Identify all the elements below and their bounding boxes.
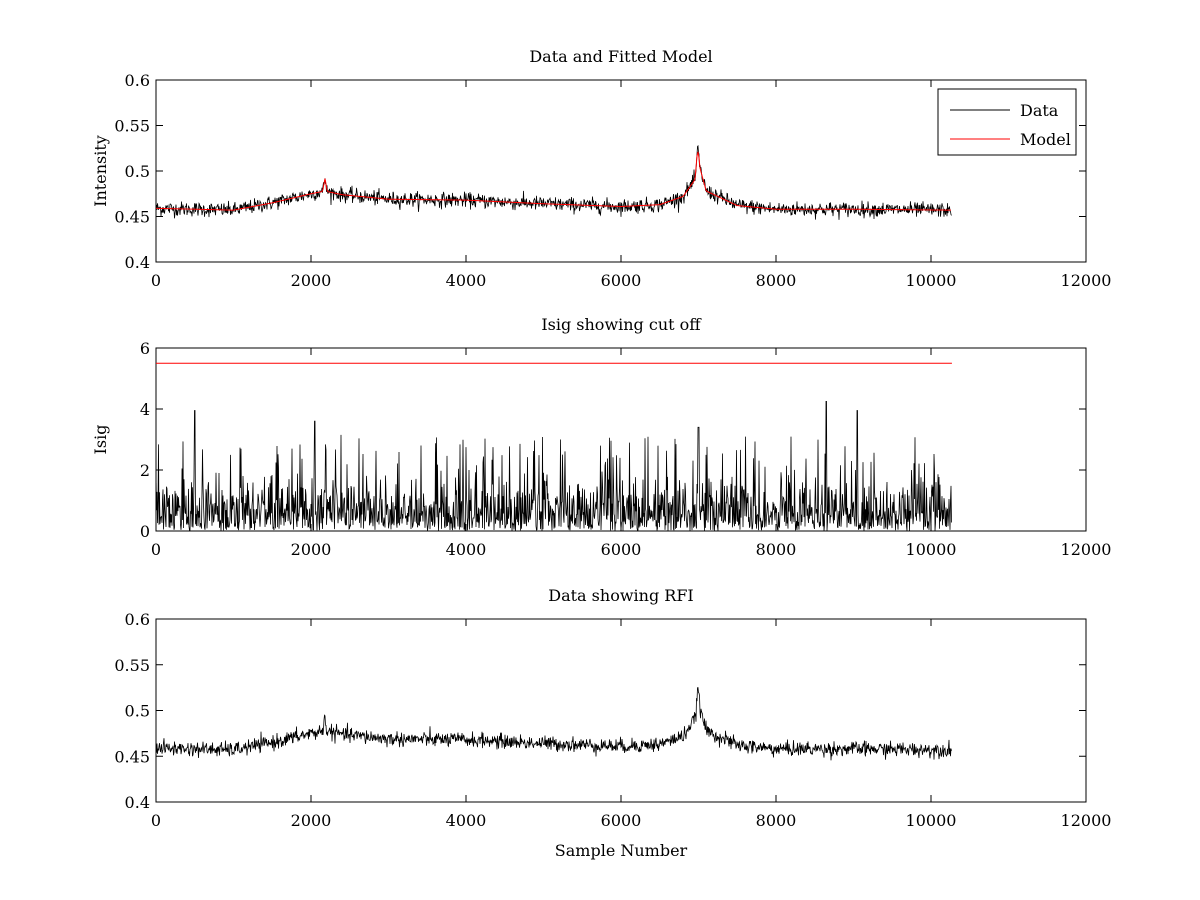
plot-area [155, 79, 1087, 263]
y-tick-label: 0.4 [125, 253, 150, 272]
x-tick-label: 4000 [446, 271, 487, 290]
x-tick-label: 2000 [291, 271, 332, 290]
y-tick-label: 0.45 [114, 208, 150, 227]
x-tick-label: 4000 [446, 811, 487, 830]
y-tick-label: 4 [140, 400, 150, 419]
y-tick-label: 0.6 [125, 610, 150, 629]
y-tick-label: 0.55 [114, 117, 150, 136]
x-tick-label: 6000 [601, 540, 642, 559]
plot-series-group [156, 362, 952, 531]
x-tick-label: 0 [151, 271, 161, 290]
y-axis-label: Isig [91, 425, 110, 455]
y-tick-label: 0 [140, 522, 150, 541]
x-tick-label: 2000 [291, 540, 332, 559]
x-tick-label: 6000 [601, 811, 642, 830]
y-tick-label: 0.5 [125, 702, 150, 721]
y-tick-label: 0.55 [114, 656, 150, 675]
y-tick-label: 6 [140, 339, 150, 358]
x-tick-label: 12000 [1061, 271, 1112, 290]
x-tick-label: 12000 [1061, 540, 1112, 559]
y-tick-label: 0.4 [125, 793, 150, 812]
x-tick-label: 8000 [756, 811, 797, 830]
y-tick-label: 2 [140, 461, 150, 480]
legend-label: Model [1020, 130, 1071, 149]
x-tick-label: 4000 [446, 540, 487, 559]
x-tick-label: 10000 [906, 811, 957, 830]
chart-panel-2: 0 2000 4000 6000 8000 10000 12000 0 2 4 6 Isig show… [91, 315, 1111, 559]
series-line-1 [156, 687, 952, 761]
x-tick-label: 8000 [756, 271, 797, 290]
x-tick-label: 8000 [756, 540, 797, 559]
legend-box [937, 88, 1077, 156]
series-line-1 [156, 144, 952, 220]
y-axis-label: Intensity [91, 135, 110, 207]
legend-label: Data [1020, 101, 1059, 120]
chart-panel-3: 0 2000 4000 6000 8000 10000 12000 0.4 0.45 0.5 0.5… [114, 586, 1111, 860]
y-tick-label: 0.45 [114, 747, 150, 766]
x-tick-label: 12000 [1061, 811, 1112, 830]
plot-series-group [156, 144, 952, 220]
y-tick-label: 0.6 [125, 71, 150, 90]
chart-title: Isig showing cut off [541, 315, 702, 334]
chart-panel-1: 0 2000 4000 6000 8000 10000 12000 0.4 0.45 0.5 0.5… [91, 47, 1111, 290]
legend: Data Model [937, 88, 1077, 156]
plot-area [155, 618, 1087, 803]
x-axis-label: Sample Number [555, 841, 688, 860]
series-line-2 [156, 151, 952, 211]
chart-title: Data and Fitted Model [529, 47, 712, 66]
x-tick-label: 6000 [601, 271, 642, 290]
x-tick-label: 0 [151, 811, 161, 830]
plot-series-group [156, 687, 952, 761]
x-tick-label: 0 [151, 540, 161, 559]
series-line-1 [156, 400, 952, 531]
y-tick-label: 0.5 [125, 162, 150, 181]
chart-title: Data showing RFI [548, 586, 693, 605]
x-tick-label: 10000 [906, 540, 957, 559]
x-tick-label: 2000 [291, 811, 332, 830]
x-tick-label: 10000 [906, 271, 957, 290]
